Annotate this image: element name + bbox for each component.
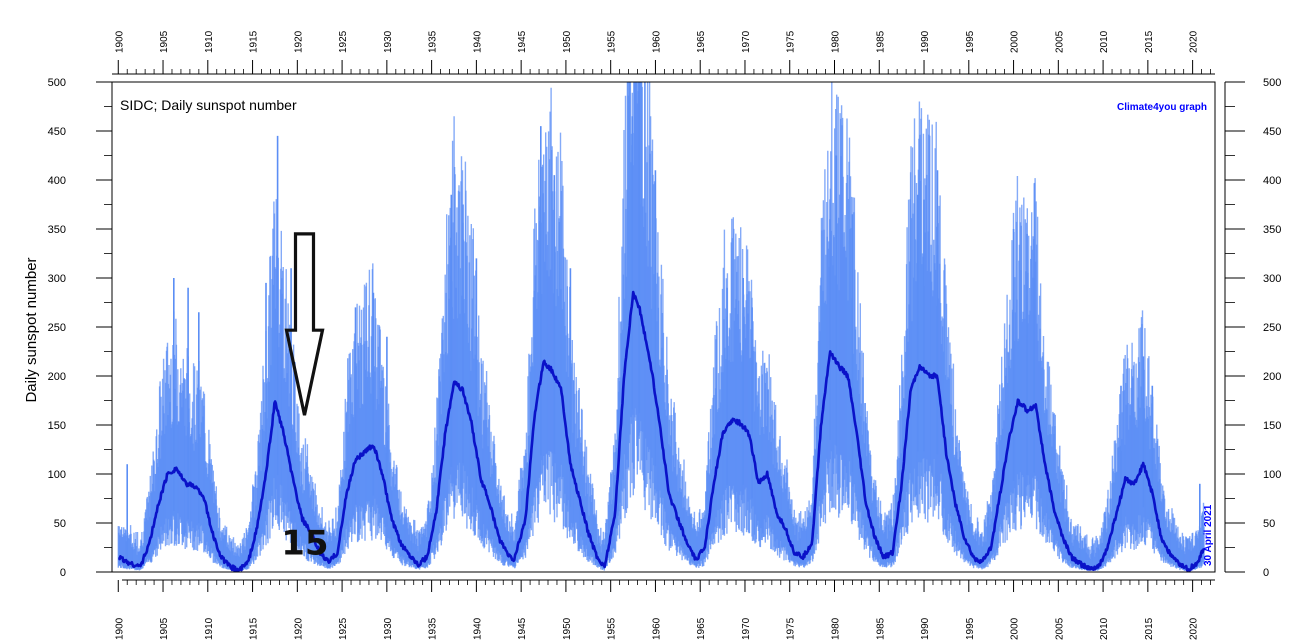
y-tick-label-right: 450 [1263, 126, 1281, 138]
x-tick-label-top: 1965 [696, 30, 707, 53]
x-tick-label-bottom: 1925 [338, 617, 349, 640]
x-tick-label-bottom: 1980 [831, 617, 842, 640]
x-tick-label-bottom: 1905 [159, 617, 170, 640]
x-tick-label-top: 2000 [1010, 30, 1021, 53]
x-tick-label-top: 1945 [517, 30, 528, 53]
y-tick-label-right: 300 [1263, 273, 1281, 285]
credit-label: Climate4you graph [1117, 102, 1207, 113]
y-tick-label-right: 0 [1263, 567, 1269, 579]
y-tick-label-left: 0 [60, 567, 66, 579]
x-tick-label-top: 1915 [249, 30, 260, 53]
y-tick-label-left: 100 [48, 469, 66, 481]
x-tick-label-bottom: 1950 [562, 617, 573, 640]
x-tick-label-bottom: 1960 [651, 617, 662, 640]
y-tick-label-right: 200 [1263, 371, 1281, 383]
x-tick-label-top: 1905 [159, 30, 170, 53]
x-tick-label-top: 1995 [965, 30, 976, 53]
x-tick-label-bottom: 1940 [472, 617, 483, 640]
y-axis-label: Daily sunspot number [23, 257, 40, 402]
x-tick-label-bottom: 1995 [965, 617, 976, 640]
x-tick-label-bottom: 1990 [920, 617, 931, 640]
down-arrow-annotation [284, 232, 325, 416]
x-tick-label-top: 1930 [383, 30, 394, 53]
x-tick-label-top: 2020 [1189, 30, 1200, 53]
x-tick-label-bottom: 1930 [383, 617, 394, 640]
y-tick-label-left: 200 [48, 371, 66, 383]
axes: 1900 1900 1905 1905 1910 1910 1915 1915 1920 1920… [48, 30, 1282, 640]
y-tick-label-left: 450 [48, 126, 66, 138]
y-tick-label-right: 50 [1263, 518, 1275, 530]
x-tick-label-top: 2005 [1054, 30, 1065, 53]
x-tick-label-bottom: 1900 [114, 617, 125, 640]
y-tick-label-left: 300 [48, 273, 66, 285]
x-tick-label-top: 1980 [831, 30, 842, 53]
annotations: 15 [281, 232, 329, 563]
smoothed-series [117, 290, 1206, 573]
x-tick-label-bottom: 1915 [249, 617, 260, 640]
x-tick-label-bottom: 2015 [1144, 617, 1155, 640]
y-tick-label-left: 400 [48, 175, 66, 187]
x-tick-label-top: 1985 [875, 30, 886, 53]
y-tick-label-right: 100 [1263, 469, 1281, 481]
x-tick-label-top: 1955 [607, 30, 618, 53]
y-tick-label-right: 350 [1263, 224, 1281, 236]
x-tick-label-bottom: 1975 [786, 617, 797, 640]
x-tick-label-bottom: 1955 [607, 617, 618, 640]
y-tick-label-right: 500 [1263, 77, 1281, 89]
x-tick-label-bottom: 2010 [1099, 617, 1110, 640]
x-tick-label-bottom: 1985 [875, 617, 886, 640]
x-tick-label-top: 1975 [786, 30, 797, 53]
x-tick-label-top: 1935 [428, 30, 439, 53]
annotation-text: 15 [281, 523, 328, 563]
y-tick-label-right: 250 [1263, 322, 1281, 334]
x-tick-label-top: 1910 [204, 30, 215, 53]
y-tick-label-right: 400 [1263, 175, 1281, 187]
x-tick-label-top: 1925 [338, 30, 349, 53]
x-tick-label-bottom: 2020 [1189, 617, 1200, 640]
x-tick-label-top: 1920 [293, 30, 304, 53]
x-tick-label-top: 1960 [651, 30, 662, 53]
x-tick-label-bottom: 1970 [741, 617, 752, 640]
y-tick-label-left: 50 [54, 518, 66, 530]
x-tick-label-top: 2015 [1144, 30, 1155, 53]
x-tick-label-top: 2010 [1099, 30, 1110, 53]
x-tick-label-top: 1990 [920, 30, 931, 53]
y-tick-label-left: 250 [48, 322, 66, 334]
x-tick-label-top: 1950 [562, 30, 573, 53]
y-tick-label-left: 500 [48, 77, 66, 89]
x-tick-label-bottom: 2000 [1010, 617, 1021, 640]
x-tick-label-bottom: 2005 [1054, 617, 1065, 640]
y-tick-label-left: 150 [48, 420, 66, 432]
x-tick-label-bottom: 1965 [696, 617, 707, 640]
x-tick-label-bottom: 1920 [293, 617, 304, 640]
x-tick-label-top: 1900 [114, 30, 125, 53]
y-tick-label-right: 150 [1263, 420, 1281, 432]
chart-title: SIDC; Daily sunspot number [120, 97, 297, 113]
date-stamp: 30 April 2021 [1203, 504, 1214, 566]
x-tick-label-top: 1940 [472, 30, 483, 53]
x-tick-label-top: 1970 [741, 30, 752, 53]
x-tick-label-bottom: 1935 [428, 617, 439, 640]
x-tick-label-bottom: 1945 [517, 617, 528, 640]
smoothed-line [117, 290, 1206, 573]
y-tick-label-left: 350 [48, 224, 66, 236]
x-tick-label-bottom: 1910 [204, 617, 215, 640]
daily-series [117, 82, 1205, 572]
